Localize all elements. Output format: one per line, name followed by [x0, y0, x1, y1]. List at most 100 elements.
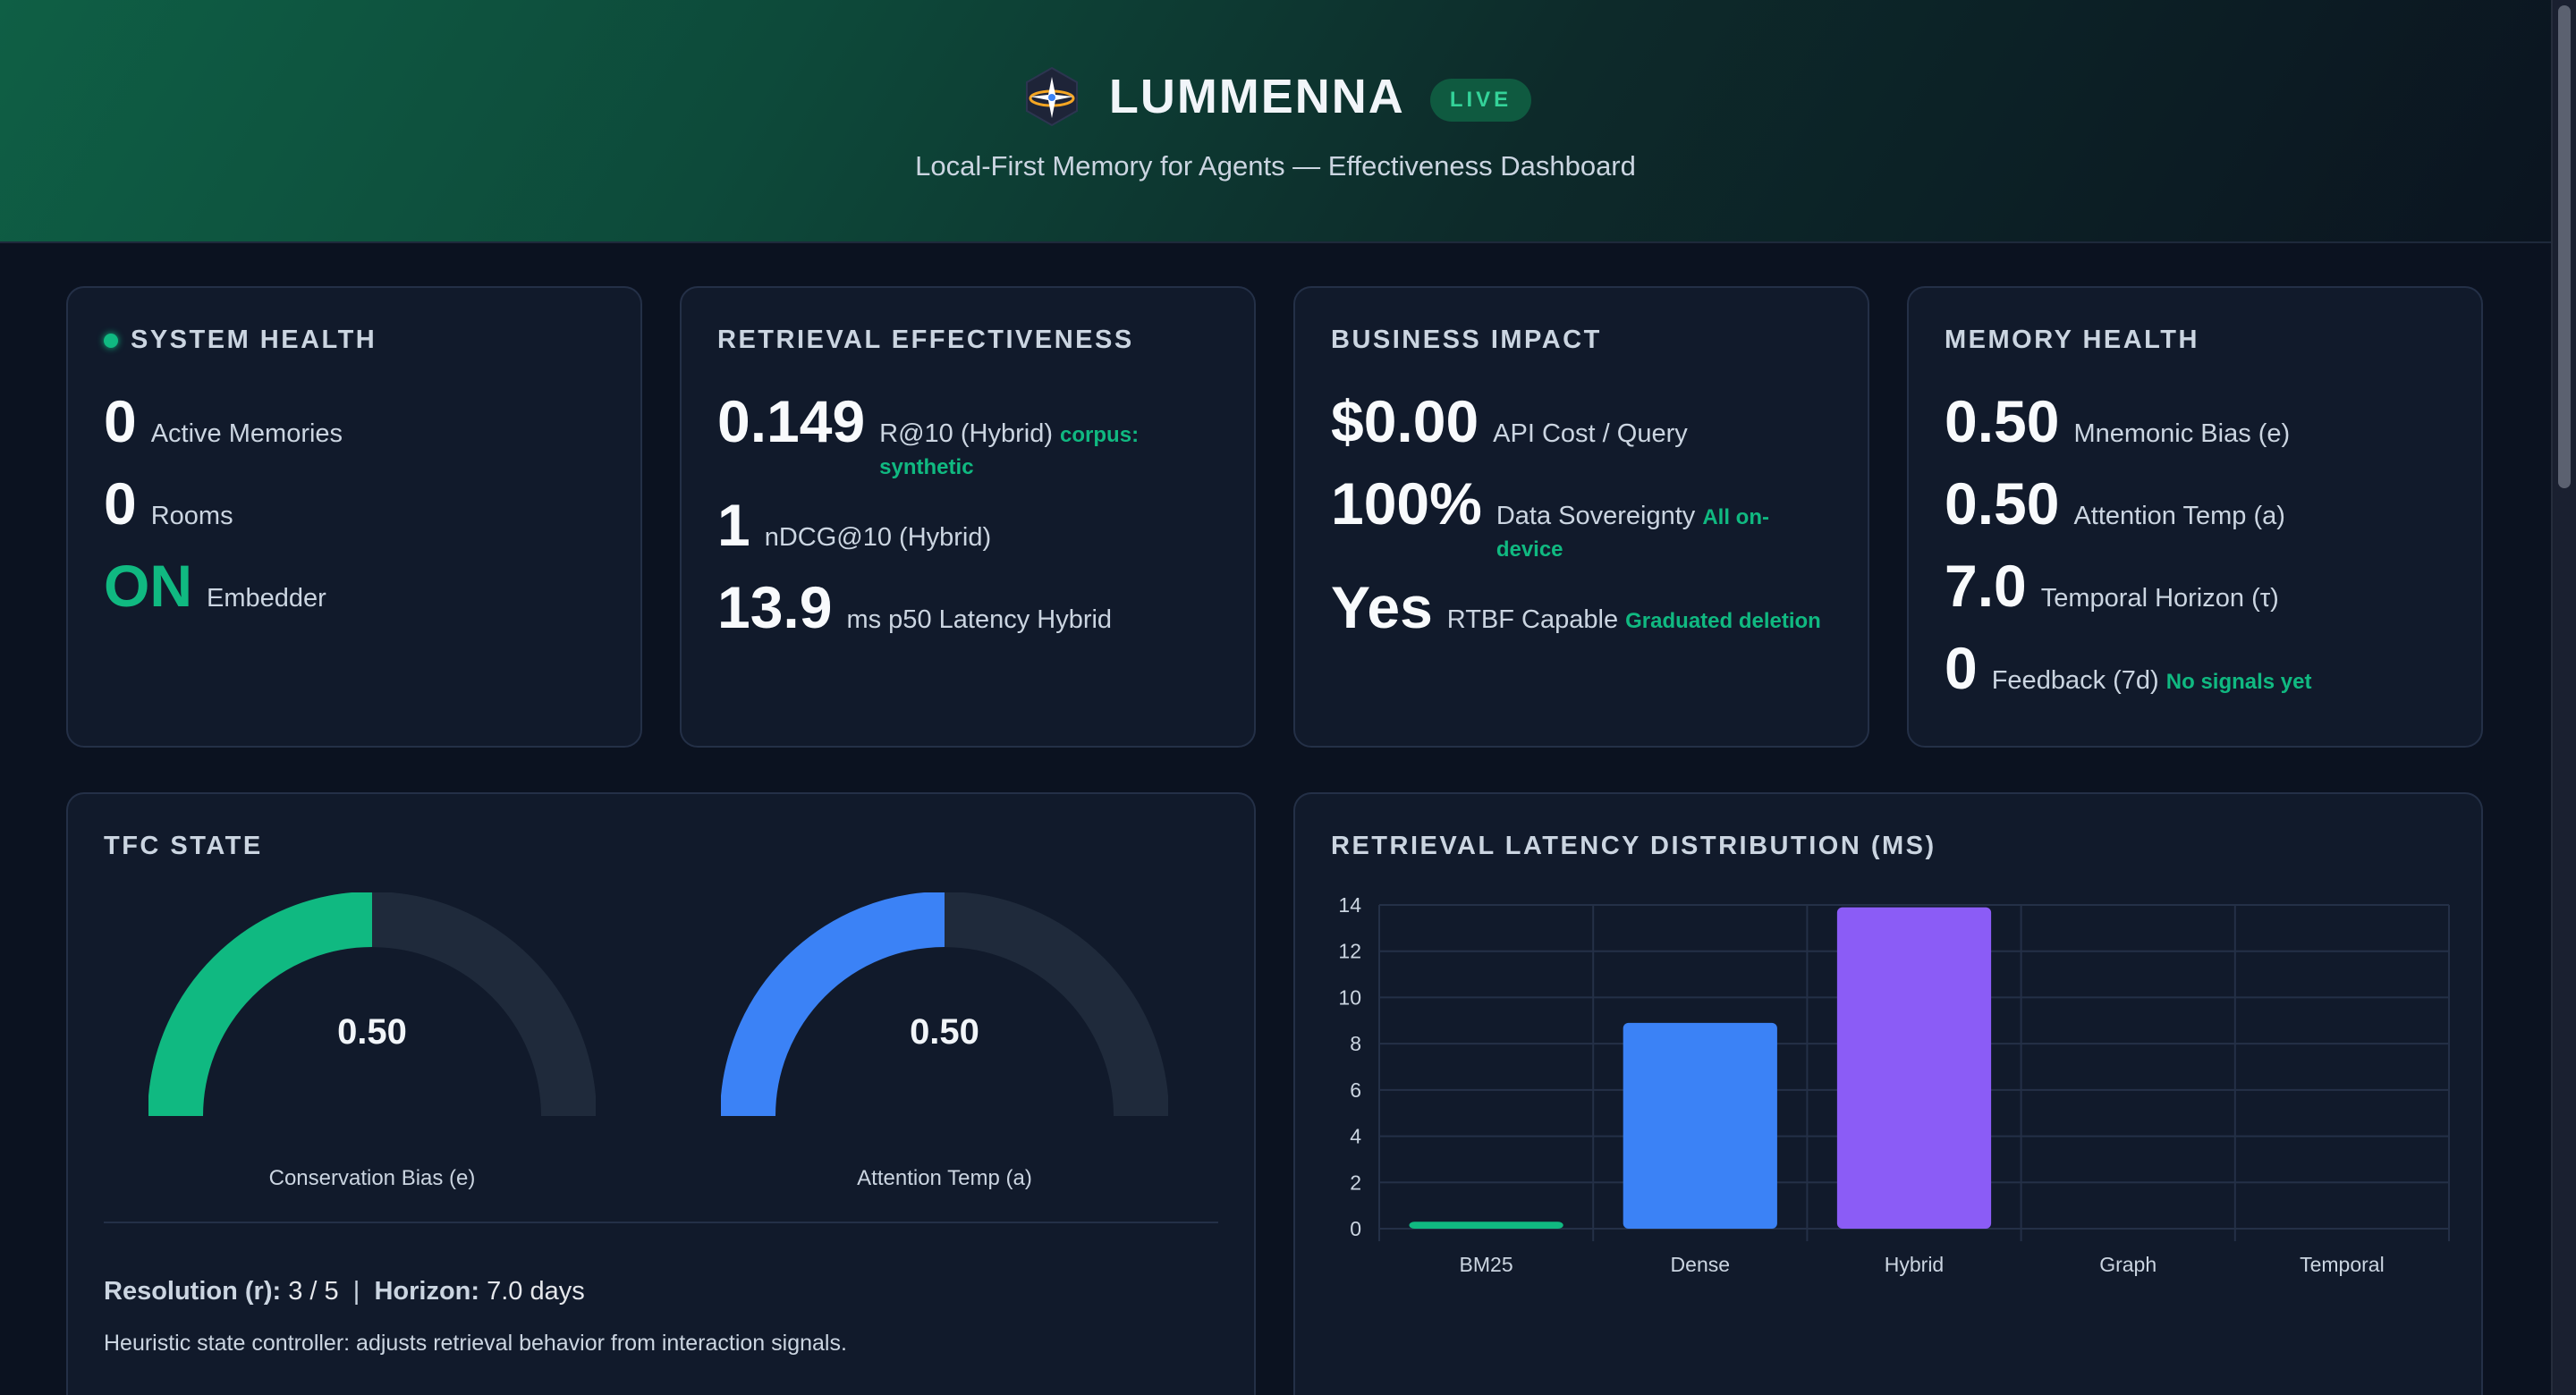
gauge-fill [148, 892, 373, 1117]
metric-note: No signals yet [2165, 670, 2312, 694]
resolution-label: Resolution (r): [104, 1277, 282, 1306]
resolution-line: Resolution (r): 3 / 5 | Horizon: 7.0 day… [104, 1277, 585, 1306]
metric-label: API Cost / Query [1493, 419, 1688, 448]
metric-mnemonic-bias: 0.50 Mnemonic Bias (e) [1945, 392, 2290, 451]
metric-note: All on-device [1496, 505, 1769, 562]
metric-data-sovereignty: 100% Data Sovereignty All on-device [1331, 474, 1792, 565]
y-tick-label: 8 [1350, 1032, 1361, 1055]
metric-value: 0 [1945, 635, 1978, 701]
dashboard-header: LUMMENNA LIVE Local-First Memory for Age… [0, 0, 2551, 243]
metric-label: Temporal Horizon (τ) [2040, 584, 2279, 613]
metric-label: ms p50 Latency Hybrid [846, 605, 1113, 634]
metric-recall: 0.149 R@10 (Hybrid) corpus: synthetic [717, 392, 1157, 483]
gauge-dial [720, 892, 1169, 1117]
page-scrollbar[interactable] [2551, 0, 2576, 1395]
metric-value: 100% [1331, 470, 1482, 537]
bar-bm25 [1409, 1222, 1563, 1229]
x-tick-label: Hybrid [1885, 1253, 1944, 1276]
metric-label-text: Feedback (7d) [1991, 666, 2159, 695]
metric-rtbf: Yes RTBF Capable Graduated deletion [1331, 578, 1821, 637]
metric-latency: 13.9 ms p50 Latency Hybrid [717, 578, 1112, 637]
gauge-value: 0.50 [337, 1012, 407, 1052]
metric-label: Mnemonic Bias (e) [2073, 419, 2291, 448]
horizon-label: Horizon: [374, 1277, 480, 1306]
metric-value: 7.0 [1945, 553, 2027, 619]
y-tick-label: 6 [1350, 1078, 1361, 1102]
card-title: TFC STATE [104, 832, 263, 860]
metric-value: 0 [104, 470, 137, 537]
metric-value: 13.9 [717, 574, 833, 640]
metric-label-text: R@10 (Hybrid) [879, 419, 1053, 448]
latency-chart-card: RETRIEVAL LATENCY DISTRIBUTION (MS) 0 2 4 6… [1293, 792, 2483, 1395]
y-tick-label: 10 [1338, 985, 1361, 1009]
metric-label: Attention Temp (a) [2073, 502, 2285, 530]
bar-hybrid [1836, 907, 1992, 1229]
metric-temporal-horizon: 7.0 Temporal Horizon (τ) [1945, 556, 2279, 615]
card-title: SYSTEM HEALTH [104, 326, 377, 355]
status-dot-icon [104, 333, 118, 348]
y-tick-label: 14 [1338, 893, 1361, 917]
horizon-value: 7.0 days [487, 1277, 585, 1306]
x-tick-label: Dense [1671, 1253, 1730, 1276]
x-tick-label: Graph [2099, 1253, 2157, 1276]
metric-api-cost: $0.00 API Cost / Query [1331, 392, 1688, 451]
metric-value: $0.00 [1331, 388, 1479, 454]
metric-note: corpus: synthetic [879, 423, 1140, 479]
metric-feedback: 0 Feedback (7d) No signals yet [1945, 638, 2312, 698]
metric-value: 0 [104, 388, 137, 454]
gauge-fill [720, 892, 945, 1117]
card-title: RETRIEVAL LATENCY DISTRIBUTION (MS) [1331, 832, 1936, 860]
metric-value: 0.50 [1945, 470, 2060, 537]
y-tick-label: 4 [1350, 1125, 1361, 1148]
metric-value: 0.149 [717, 388, 866, 454]
y-tick-label: 2 [1350, 1171, 1361, 1194]
gauge-dial [148, 892, 597, 1117]
retrieval-effectiveness-card: RETRIEVAL EFFECTIVENESS 0.149 R@10 (Hybr… [680, 286, 1256, 748]
metric-attention-temp: 0.50 Attention Temp (a) [1945, 474, 2285, 533]
system-health-card: SYSTEM HEALTH 0 Active Memories 0 Rooms … [66, 286, 642, 748]
y-tick-label: 0 [1350, 1217, 1361, 1240]
metric-rooms: 0 Rooms [104, 474, 233, 533]
tfc-description: Heuristic state controller: adjusts retr… [104, 1331, 847, 1356]
separator: | [352, 1277, 360, 1306]
memory-health-card: MEMORY HEALTH 0.50 Mnemonic Bias (e) 0.5… [1907, 286, 2483, 748]
page-subtitle: Local-First Memory for Agents — Effectiv… [915, 150, 1636, 182]
gauge-label: Attention Temp (a) [857, 1166, 1032, 1190]
metric-active-memories: 0 Active Memories [104, 392, 343, 451]
card-title: MEMORY HEALTH [1945, 326, 2199, 354]
lummenna-logo-icon [1025, 66, 1078, 127]
tfc-state-card: TFC STATE 0.50 Conservation Bias (e) 0.5… [66, 792, 1256, 1395]
x-tick-label: BM25 [1460, 1253, 1513, 1276]
metric-label: nDCG@10 (Hybrid) [764, 523, 992, 552]
metric-label-text: Data Sovereignty [1496, 502, 1696, 530]
latency-bar-chart: 0 2 4 6 8 10 12 14 BM25 Dense Hybrid Graph Temporal [1338, 893, 2450, 1276]
metric-value: ON [104, 553, 192, 619]
y-tick-label: 12 [1338, 940, 1361, 963]
x-tick-label: Temporal [2300, 1253, 2385, 1276]
metric-label: Rooms [150, 502, 233, 530]
metric-label: R@10 (Hybrid) corpus: synthetic [879, 418, 1157, 483]
scrollbar-thumb[interactable] [2558, 5, 2571, 488]
metric-label: Active Memories [150, 419, 343, 448]
gauge-value: 0.50 [910, 1012, 979, 1052]
metric-label: RTBF Capable Graduated deletion [1447, 604, 1821, 637]
bar-dense [1623, 1022, 1777, 1229]
gauge-conservation-bias: 0.50 [148, 892, 597, 1125]
gauge-attention-temp: 0.50 [720, 892, 1169, 1125]
metric-label: Embedder [207, 584, 326, 613]
card-title: BUSINESS IMPACT [1331, 326, 1602, 354]
card-title: RETRIEVAL EFFECTIVENESS [717, 326, 1134, 354]
metric-value: 1 [717, 492, 750, 558]
metric-label-text: RTBF Capable [1446, 605, 1619, 634]
brand-name: LUMMENNA [1108, 70, 1405, 123]
metric-ndcg: 1 nDCG@10 (Hybrid) [717, 495, 991, 554]
metric-note: Graduated deletion [1625, 609, 1821, 633]
metric-value: 0.50 [1945, 388, 2060, 454]
resolution-value: 3 / 5 [288, 1277, 339, 1306]
business-impact-card: BUSINESS IMPACT $0.00 API Cost / Query 1… [1293, 286, 1869, 748]
metric-value: Yes [1331, 574, 1433, 640]
brand-row: LUMMENNA LIVE [0, 61, 2551, 132]
live-badge: LIVE [1429, 79, 1532, 122]
divider [104, 1222, 1218, 1223]
metric-label: Feedback (7d) No signals yet [1992, 665, 2312, 698]
